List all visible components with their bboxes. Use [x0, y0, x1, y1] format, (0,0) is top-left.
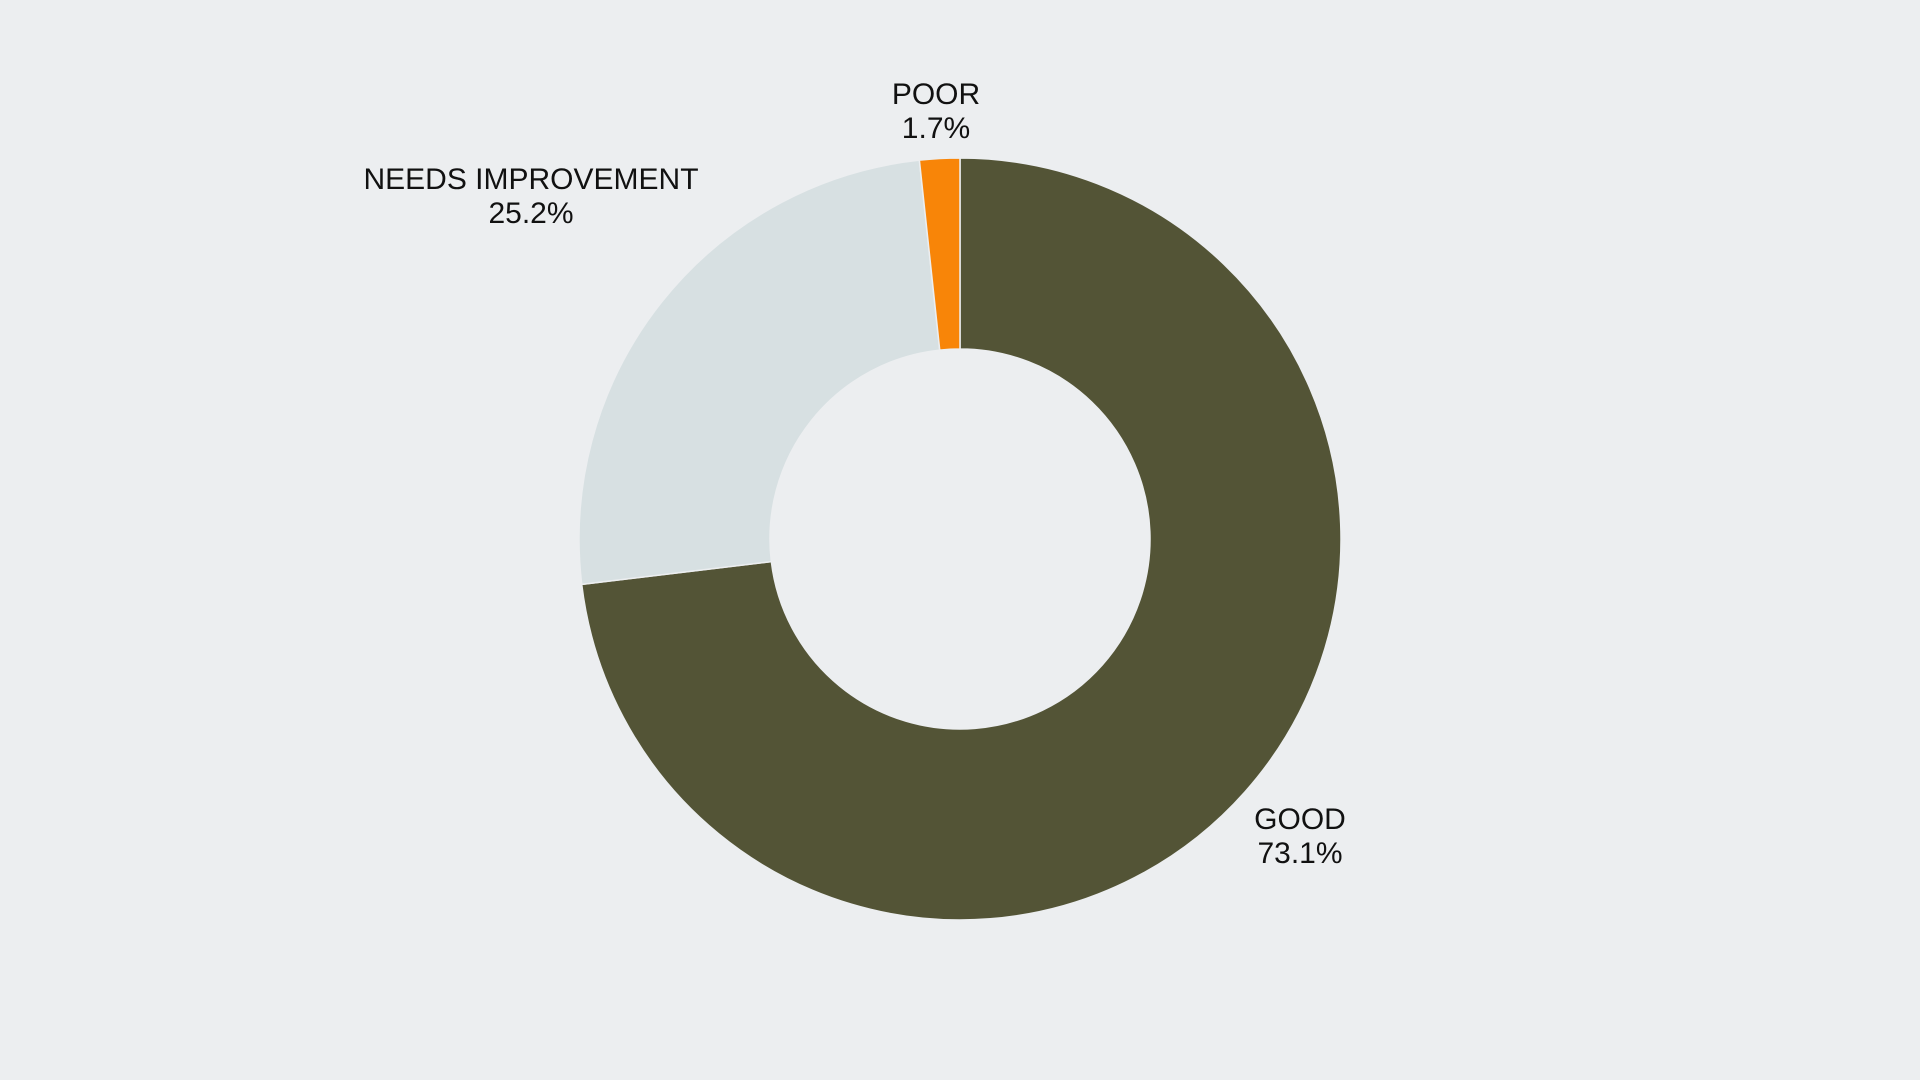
slice-label-good: GOOD 73.1%: [1254, 803, 1346, 871]
slice-label-poor-name: POOR: [891, 78, 981, 111]
donut-hole: [770, 349, 1150, 729]
slice-label-good-value: 73.1%: [1257, 837, 1343, 870]
slice-label-needs-improvement-name: NEEDS IMPROVEMENT: [363, 163, 699, 196]
slice-label-needs-improvement-value: 25.2%: [488, 197, 574, 230]
slice-label-poor-value: 1.7%: [901, 112, 971, 145]
slices-group: [578, 157, 1342, 921]
slice-label-good-name: GOOD: [1254, 803, 1346, 836]
slice-label-needs-improvement: NEEDS IMPROVEMENT 25.2%: [363, 163, 698, 231]
slice-label-poor: POOR 1.7%: [892, 78, 980, 146]
